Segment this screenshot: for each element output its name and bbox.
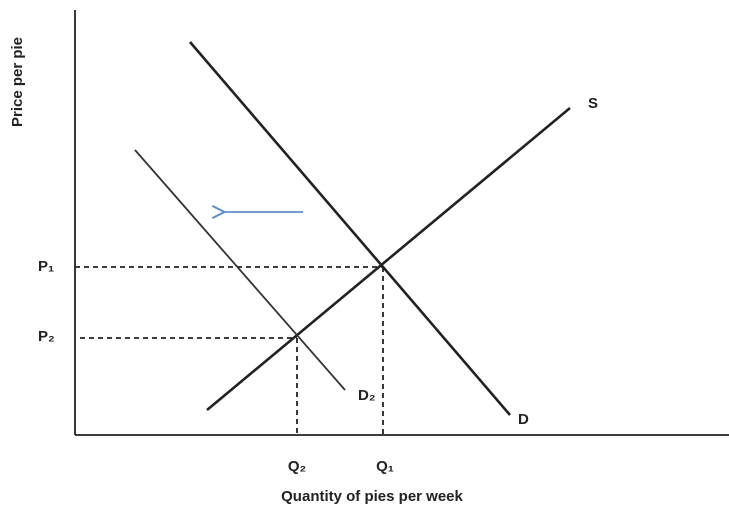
q2-label: Q₂ — [288, 458, 306, 475]
p1-label: P₁ — [38, 258, 54, 275]
p2-label: P₂ — [38, 328, 55, 345]
demand-label: D — [518, 411, 529, 428]
new-demand-curve — [134, 149, 346, 391]
y-axis-label: Price per pie — [9, 37, 26, 127]
x-axis-label: Quantity of pies per week — [281, 488, 463, 505]
supply-curve — [206, 107, 571, 411]
new-demand-label: D₂ — [358, 387, 376, 404]
demand-curve — [189, 41, 511, 416]
supply-label: S — [588, 95, 598, 112]
q1-label: Q₁ — [376, 458, 394, 475]
